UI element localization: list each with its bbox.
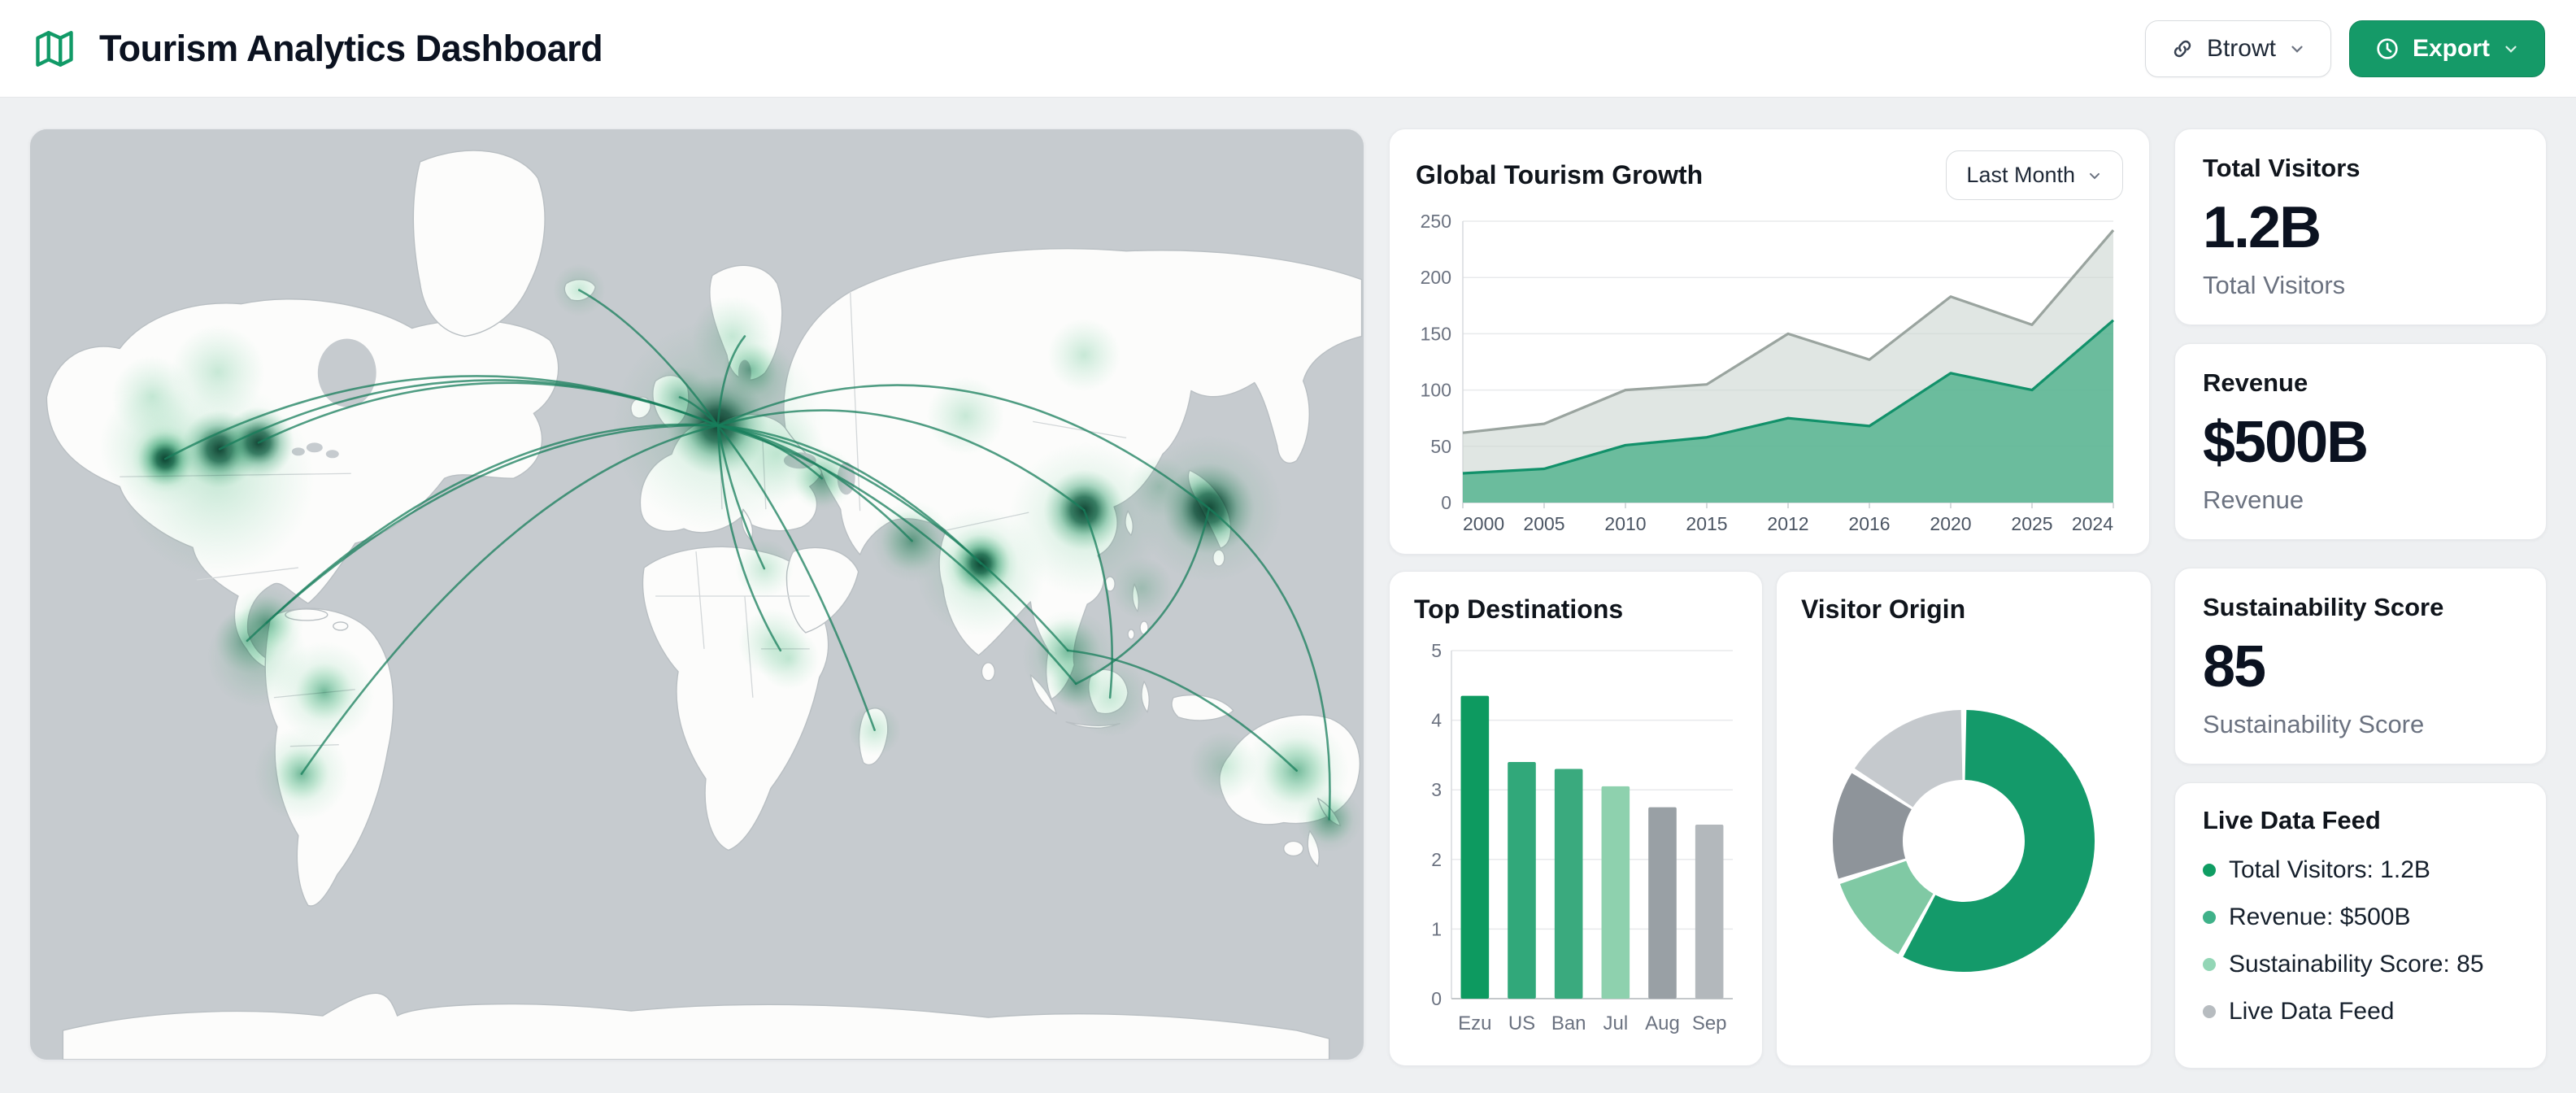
live-feed-item: Total Visitors: 1.2B [2203, 856, 2518, 884]
svg-text:Ban: Ban [1551, 1012, 1586, 1034]
browse-button[interactable]: Btrowt [2144, 20, 2331, 77]
charts-column: Global Tourism Growth Last Month 0 50 100 1… [1389, 128, 2152, 1066]
feed-dot-icon [2203, 1005, 2216, 1018]
svg-text:Sep: Sep [1692, 1012, 1727, 1034]
svg-text:2: 2 [1431, 849, 1442, 870]
svg-text:4: 4 [1431, 710, 1442, 731]
world-map-card[interactable] [29, 128, 1364, 1060]
revenue-value: $500B [2203, 410, 2369, 475]
svg-text:2005: 2005 [1523, 513, 1564, 534]
destinations-chart-title: Top Destinations [1414, 594, 1624, 624]
growth-chart-title: Global Tourism Growth [1416, 160, 1704, 189]
feed-item-label: Revenue: $500B [2229, 904, 2411, 930]
page-title: Tourism Analytics Dashboard [99, 27, 603, 69]
svg-text:2024: 2024 [2072, 513, 2113, 534]
origin-chart-title: Visitor Origin [1801, 594, 1966, 624]
link-icon [2174, 40, 2191, 57]
total-visitors-card: Total Visitors 1.2B Total Visitors [2174, 128, 2547, 325]
feed-dot-icon [2203, 911, 2216, 924]
svg-text:150: 150 [1421, 323, 1451, 344]
svg-text:Ezu: Ezu [1458, 1012, 1491, 1034]
revenue-card: Revenue $500B Revenue [2174, 343, 2547, 540]
live-feed-item: Live Data Feed [2203, 998, 2518, 1026]
time-range-value: Last Month [1966, 163, 2075, 187]
svg-text:Jul: Jul [1603, 1012, 1628, 1034]
clock-icon [2377, 37, 2398, 59]
stats-column: Total Visitors 1.2B Total Visitors Reven… [2174, 128, 2547, 1069]
live-feed-item: Sustainability Score: 85 [2203, 951, 2518, 978]
svg-text:2010: 2010 [1604, 513, 1646, 534]
feed-dot-icon [2203, 864, 2216, 877]
svg-text:50: 50 [1430, 436, 1451, 457]
svg-text:2012: 2012 [1767, 513, 1808, 534]
app-header: Tourism Analytics Dashboard Btrowt Expor… [0, 0, 2576, 98]
total-visitors-subtitle: Total Visitors [2203, 271, 2346, 299]
svg-text:2015: 2015 [1686, 513, 1727, 534]
dashboard-body: Global Tourism Growth Last Month 0 50 100 1… [0, 98, 2576, 1093]
live-feed-item: Revenue: $500B [2203, 904, 2518, 931]
live-feed-title: Live Data Feed [2203, 806, 2381, 834]
svg-text:US: US [1508, 1012, 1535, 1034]
total-visitors-title: Total Visitors [2203, 154, 2361, 182]
svg-text:1: 1 [1431, 918, 1442, 939]
svg-text:2016: 2016 [1848, 513, 1890, 534]
chevron-down-icon [2505, 46, 2517, 53]
live-data-feed-card: Live Data Feed Total Visitors: 1.2B Reven… [2174, 782, 2547, 1069]
svg-text:2000: 2000 [1463, 513, 1504, 534]
origin-donut-chart [1833, 710, 2095, 972]
sustainability-value: 85 [2203, 634, 2266, 699]
chevron-down-icon [2291, 46, 2303, 53]
map-flight-arcs [163, 289, 1331, 821]
total-visitors-value: 1.2B [2203, 195, 2321, 260]
svg-text:250: 250 [1421, 211, 1451, 232]
feed-item-label: Sustainability Score: 85 [2229, 951, 2484, 978]
export-button[interactable]: Export [2348, 20, 2545, 77]
svg-text:2020: 2020 [1930, 513, 1971, 534]
feed-dot-icon [2203, 958, 2216, 971]
small-charts-row: Top Destinations 0 1 2 3 4 5 Ezu US Ban Jul Aug Sep… [1389, 571, 2152, 1066]
revenue-subtitle: Revenue [2203, 486, 2304, 514]
feed-item-label: Live Data Feed [2229, 998, 2395, 1025]
browse-button-label: Btrowt [2206, 34, 2276, 62]
destinations-bar-chart: 0 1 2 3 4 5 Ezu US Ban Jul Aug Sep [1431, 640, 1733, 1034]
sustainability-title: Sustainability Score [2203, 593, 2444, 621]
sustainability-card: Sustainability Score 85 Sustainability S… [2174, 568, 2547, 764]
global-tourism-growth-card: Global Tourism Growth Last Month 0 50 100 1… [1389, 128, 2150, 555]
growth-area-chart: 0 50 100 150 200 250 2000 2005 2010 2015 2012 2016 2… [1421, 211, 2115, 534]
svg-text:0: 0 [1441, 492, 1451, 513]
svg-text:100: 100 [1421, 380, 1451, 401]
svg-text:Aug: Aug [1645, 1012, 1680, 1034]
chevron-down-icon [2090, 172, 2100, 179]
live-feed-list: Total Visitors: 1.2B Revenue: $500B Sustai… [2203, 856, 2518, 1026]
top-destinations-card: Top Destinations 0 1 2 3 4 5 Ezu US Ban Jul Aug Sep [1389, 571, 1763, 1066]
sustainability-subtitle: Sustainability Score [2203, 710, 2425, 738]
revenue-title: Revenue [2203, 368, 2308, 397]
time-range-select[interactable]: Last Month [1946, 150, 2123, 200]
svg-text:200: 200 [1421, 267, 1451, 288]
svg-text:3: 3 [1431, 779, 1442, 800]
feed-item-label: Total Visitors: 1.2B [2229, 856, 2430, 883]
visitor-origin-card: Visitor Origin [1776, 571, 2152, 1066]
svg-text:5: 5 [1431, 640, 1442, 661]
map-logo-icon [36, 30, 73, 67]
svg-text:2025: 2025 [2011, 513, 2052, 534]
svg-text:0: 0 [1431, 988, 1442, 1009]
world-map [30, 129, 1364, 1060]
export-button-label: Export [2412, 34, 2490, 62]
